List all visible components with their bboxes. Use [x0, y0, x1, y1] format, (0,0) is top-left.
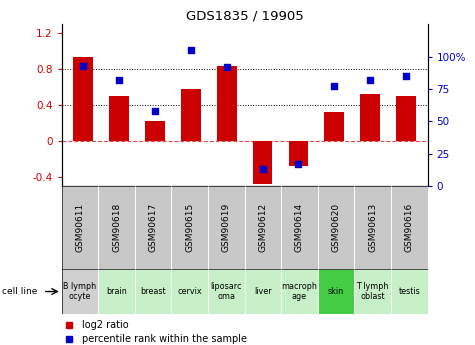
Point [187, 47, 195, 53]
Bar [396, 96, 416, 141]
Text: macroph
age: macroph age [282, 282, 317, 301]
Text: GSM90619: GSM90619 [222, 203, 231, 252]
Bar [354, 269, 391, 314]
Bar [145, 121, 165, 141]
Text: GSM90617: GSM90617 [149, 203, 158, 252]
Text: log2 ratio: log2 ratio [82, 320, 129, 330]
Text: liver: liver [254, 287, 272, 296]
Point [294, 161, 302, 167]
Bar [208, 186, 245, 269]
Text: B lymph
ocyte: B lymph ocyte [64, 282, 96, 301]
Bar [245, 186, 281, 269]
Text: GSM90614: GSM90614 [295, 203, 304, 252]
Bar [217, 67, 237, 141]
Point [115, 77, 123, 83]
Text: GSM90613: GSM90613 [368, 203, 377, 252]
Text: skin: skin [328, 287, 344, 296]
Text: GSM90615: GSM90615 [185, 203, 194, 252]
Text: brain: brain [106, 287, 127, 296]
Text: GSM90616: GSM90616 [405, 203, 414, 252]
Point [151, 108, 159, 114]
Bar [324, 112, 344, 141]
Bar [253, 141, 273, 185]
Point [259, 167, 266, 172]
Text: breast: breast [141, 287, 166, 296]
Text: GSM90620: GSM90620 [332, 203, 341, 252]
Text: cervix: cervix [178, 287, 202, 296]
Bar [281, 269, 318, 314]
Point [402, 73, 410, 79]
Bar [354, 186, 391, 269]
Bar [318, 186, 354, 269]
Bar [318, 269, 354, 314]
Text: T lymph
oblast: T lymph oblast [356, 282, 389, 301]
Text: percentile rank within the sample: percentile rank within the sample [82, 334, 247, 344]
Bar [288, 141, 308, 166]
Text: GSM90612: GSM90612 [258, 203, 267, 252]
Bar [62, 186, 98, 269]
Point [223, 64, 230, 70]
Point [366, 77, 374, 83]
Text: GSM90618: GSM90618 [112, 203, 121, 252]
Text: GSM90611: GSM90611 [76, 203, 85, 252]
Bar [245, 269, 281, 314]
Bar [74, 58, 93, 141]
Bar [391, 269, 428, 314]
Point [331, 83, 338, 89]
Bar [135, 269, 171, 314]
Bar [109, 96, 129, 141]
Bar [135, 186, 171, 269]
Bar [281, 186, 318, 269]
Title: GDS1835 / 19905: GDS1835 / 19905 [186, 10, 304, 23]
Text: liposarc
oma: liposarc oma [210, 282, 242, 301]
Bar [98, 186, 135, 269]
Bar [360, 93, 380, 141]
Text: testis: testis [399, 287, 420, 296]
Bar [181, 89, 201, 141]
Bar [391, 186, 428, 269]
Bar [171, 269, 208, 314]
Bar [208, 269, 245, 314]
Bar [62, 269, 98, 314]
Text: cell line: cell line [2, 287, 38, 296]
Point [79, 63, 87, 68]
Bar [171, 186, 208, 269]
Bar [98, 269, 135, 314]
